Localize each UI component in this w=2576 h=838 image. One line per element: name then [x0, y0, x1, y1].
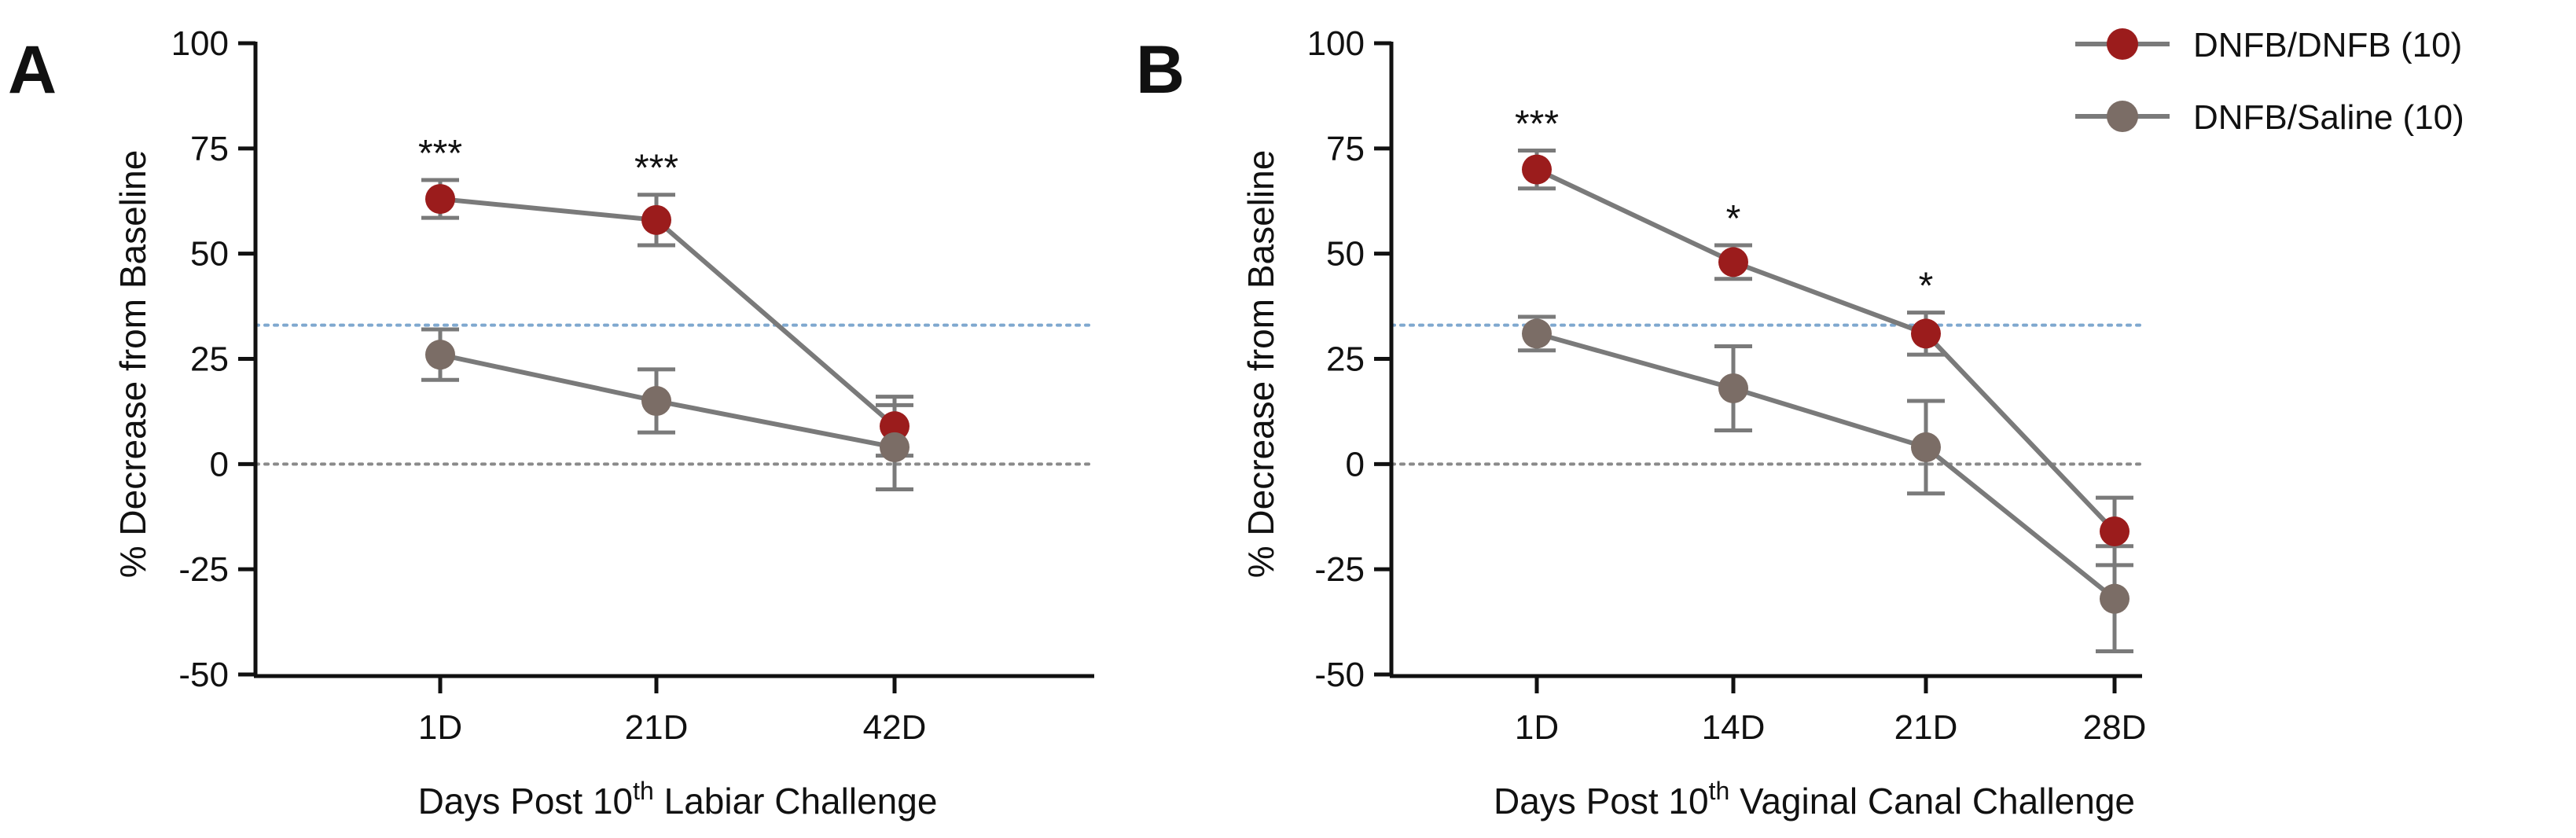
panel-b-axes — [1389, 42, 2142, 678]
panel-b-series — [1518, 149, 2133, 654]
panel-b-x-axis-label: Days Post 10th Vaginal Canal Challenge — [1494, 777, 2135, 821]
panel-b-y-tick-label: -25 — [1314, 550, 1365, 589]
panel-b-x-axis-label-sup: th — [1709, 777, 1730, 805]
panel-b-gridlines — [1390, 323, 2144, 466]
panel-a-y-tick-label: 75 — [190, 130, 229, 168]
panel-b-y-tick-label: 75 — [1326, 130, 1365, 168]
panel-a-x-tick-label: 42D — [863, 708, 927, 747]
panel-letter-b: B — [1136, 32, 1185, 108]
panel-a-x-axis-label-prefix: Days Post 10 — [418, 781, 634, 821]
panel-b-significance: ***** — [1515, 104, 1933, 307]
panel-b-point-dnfb-dnfb — [1911, 318, 1941, 349]
panel-a-axes — [253, 42, 1094, 678]
panel-a-x-axis-label: Days Post 10th Labiar Challenge — [418, 777, 938, 821]
panel-a-y-tick-label: -25 — [178, 550, 229, 589]
panel-b-y-tick-label: 25 — [1326, 340, 1365, 379]
panel-b-point-dnfb-saline — [1718, 373, 1748, 403]
panel-a-gridlines — [254, 323, 1096, 466]
panel-b-x-tick-label: 1D — [1515, 708, 1559, 747]
panel-a-x-ticks: 1D 21D 42D — [418, 676, 926, 747]
legend: DNFB/DNFB (10) DNFB/Saline (10) — [2075, 26, 2464, 137]
panel-b-point-dnfb-dnfb — [1718, 247, 1748, 277]
panel-b-point-dnfb-saline — [2100, 583, 2130, 614]
panel-a-point-dnfb-dnfb — [425, 184, 455, 215]
panel-b-x-tick-label: 28D — [2083, 708, 2147, 747]
panel-b-series-line-dnfb-dnfb — [1535, 167, 2117, 534]
panel-a-significance: *** *** — [418, 133, 678, 189]
panel-b-point-dnfb-dnfb — [2100, 516, 2130, 546]
panel-a-y-tick-label: 50 — [190, 235, 229, 274]
legend-label-dnfb-saline: DNFB/Saline (10) — [2193, 98, 2464, 137]
panel-b: B % Decrease from Baseline 100 75 50 25 0 -25… — [1136, 24, 2146, 821]
panel-b-x-axis-label-suffix: Vaginal Canal Challenge — [1729, 781, 2135, 821]
panel-b-x-ticks: 1D 14D 21D 28D — [1515, 676, 2146, 747]
panel-b-y-tick-label: -50 — [1314, 656, 1365, 694]
panel-a-significance-label: *** — [418, 133, 462, 175]
panel-a-point-dnfb-saline — [425, 340, 455, 370]
panel-a-point-dnfb-saline — [880, 432, 910, 462]
panel-letter-a: A — [8, 32, 57, 108]
panel-b-series-line-dnfb-saline — [1536, 331, 2116, 601]
panel-a-significance-label: *** — [634, 148, 678, 189]
panel-b-y-tick-label: 50 — [1326, 235, 1365, 274]
panel-b-significance-label: * — [1726, 198, 1741, 240]
panel-a-point-dnfb-dnfb — [880, 411, 910, 442]
panel-b-y-axis-label: % Decrease from Baseline — [1240, 150, 1281, 579]
legend-label-dnfb-dnfb: DNFB/DNFB (10) — [2193, 26, 2462, 64]
panel-a-x-axis-label-sup: th — [633, 777, 654, 805]
panel-a-y-axis-label: % Decrease from Baseline — [112, 150, 153, 579]
legend-marker-dnfb-dnfb — [2107, 28, 2138, 60]
panel-b-y-ticks: 100 75 50 25 0 -25 -50 — [1307, 24, 1391, 694]
panel-b-point-dnfb-dnfb — [1522, 154, 1552, 185]
legend-marker-dnfb-saline — [2107, 101, 2138, 132]
panel-b-x-tick-label: 21D — [1894, 708, 1958, 747]
panel-a-y-tick-label: 0 — [210, 445, 229, 483]
panel-a-x-axis-label-suffix: Labiar Challenge — [654, 781, 938, 821]
panel-a-point-dnfb-dnfb — [641, 204, 671, 235]
panel-b-point-dnfb-saline — [1911, 432, 1941, 462]
panel-a-y-tick-label: 25 — [190, 340, 229, 379]
panel-a-x-tick-label: 1D — [418, 708, 462, 747]
panel-b-point-dnfb-saline — [1522, 318, 1552, 349]
panel-a-y-tick-label: 100 — [171, 24, 229, 63]
panel-b-y-tick-label: 100 — [1307, 24, 1365, 63]
panel-a-y-ticks: 100 75 50 25 0 -25 -50 — [171, 24, 255, 694]
panel-a-point-dnfb-saline — [641, 386, 671, 417]
panel-b-x-tick-label: 14D — [1702, 708, 1766, 747]
panel-b-y-tick-label: 0 — [1346, 445, 1365, 483]
panel-a: A % Decrease from Baseline 100 75 50 25 0 -25… — [8, 24, 1096, 821]
panel-a-series — [421, 178, 913, 491]
panel-b-significance-label: *** — [1515, 104, 1559, 145]
panel-a-x-tick-label: 21D — [625, 708, 689, 747]
panel-a-y-tick-label: -50 — [178, 656, 229, 694]
panel-b-x-axis-label-prefix: Days Post 10 — [1494, 781, 1709, 821]
panel-b-significance-label: * — [1919, 266, 1934, 307]
